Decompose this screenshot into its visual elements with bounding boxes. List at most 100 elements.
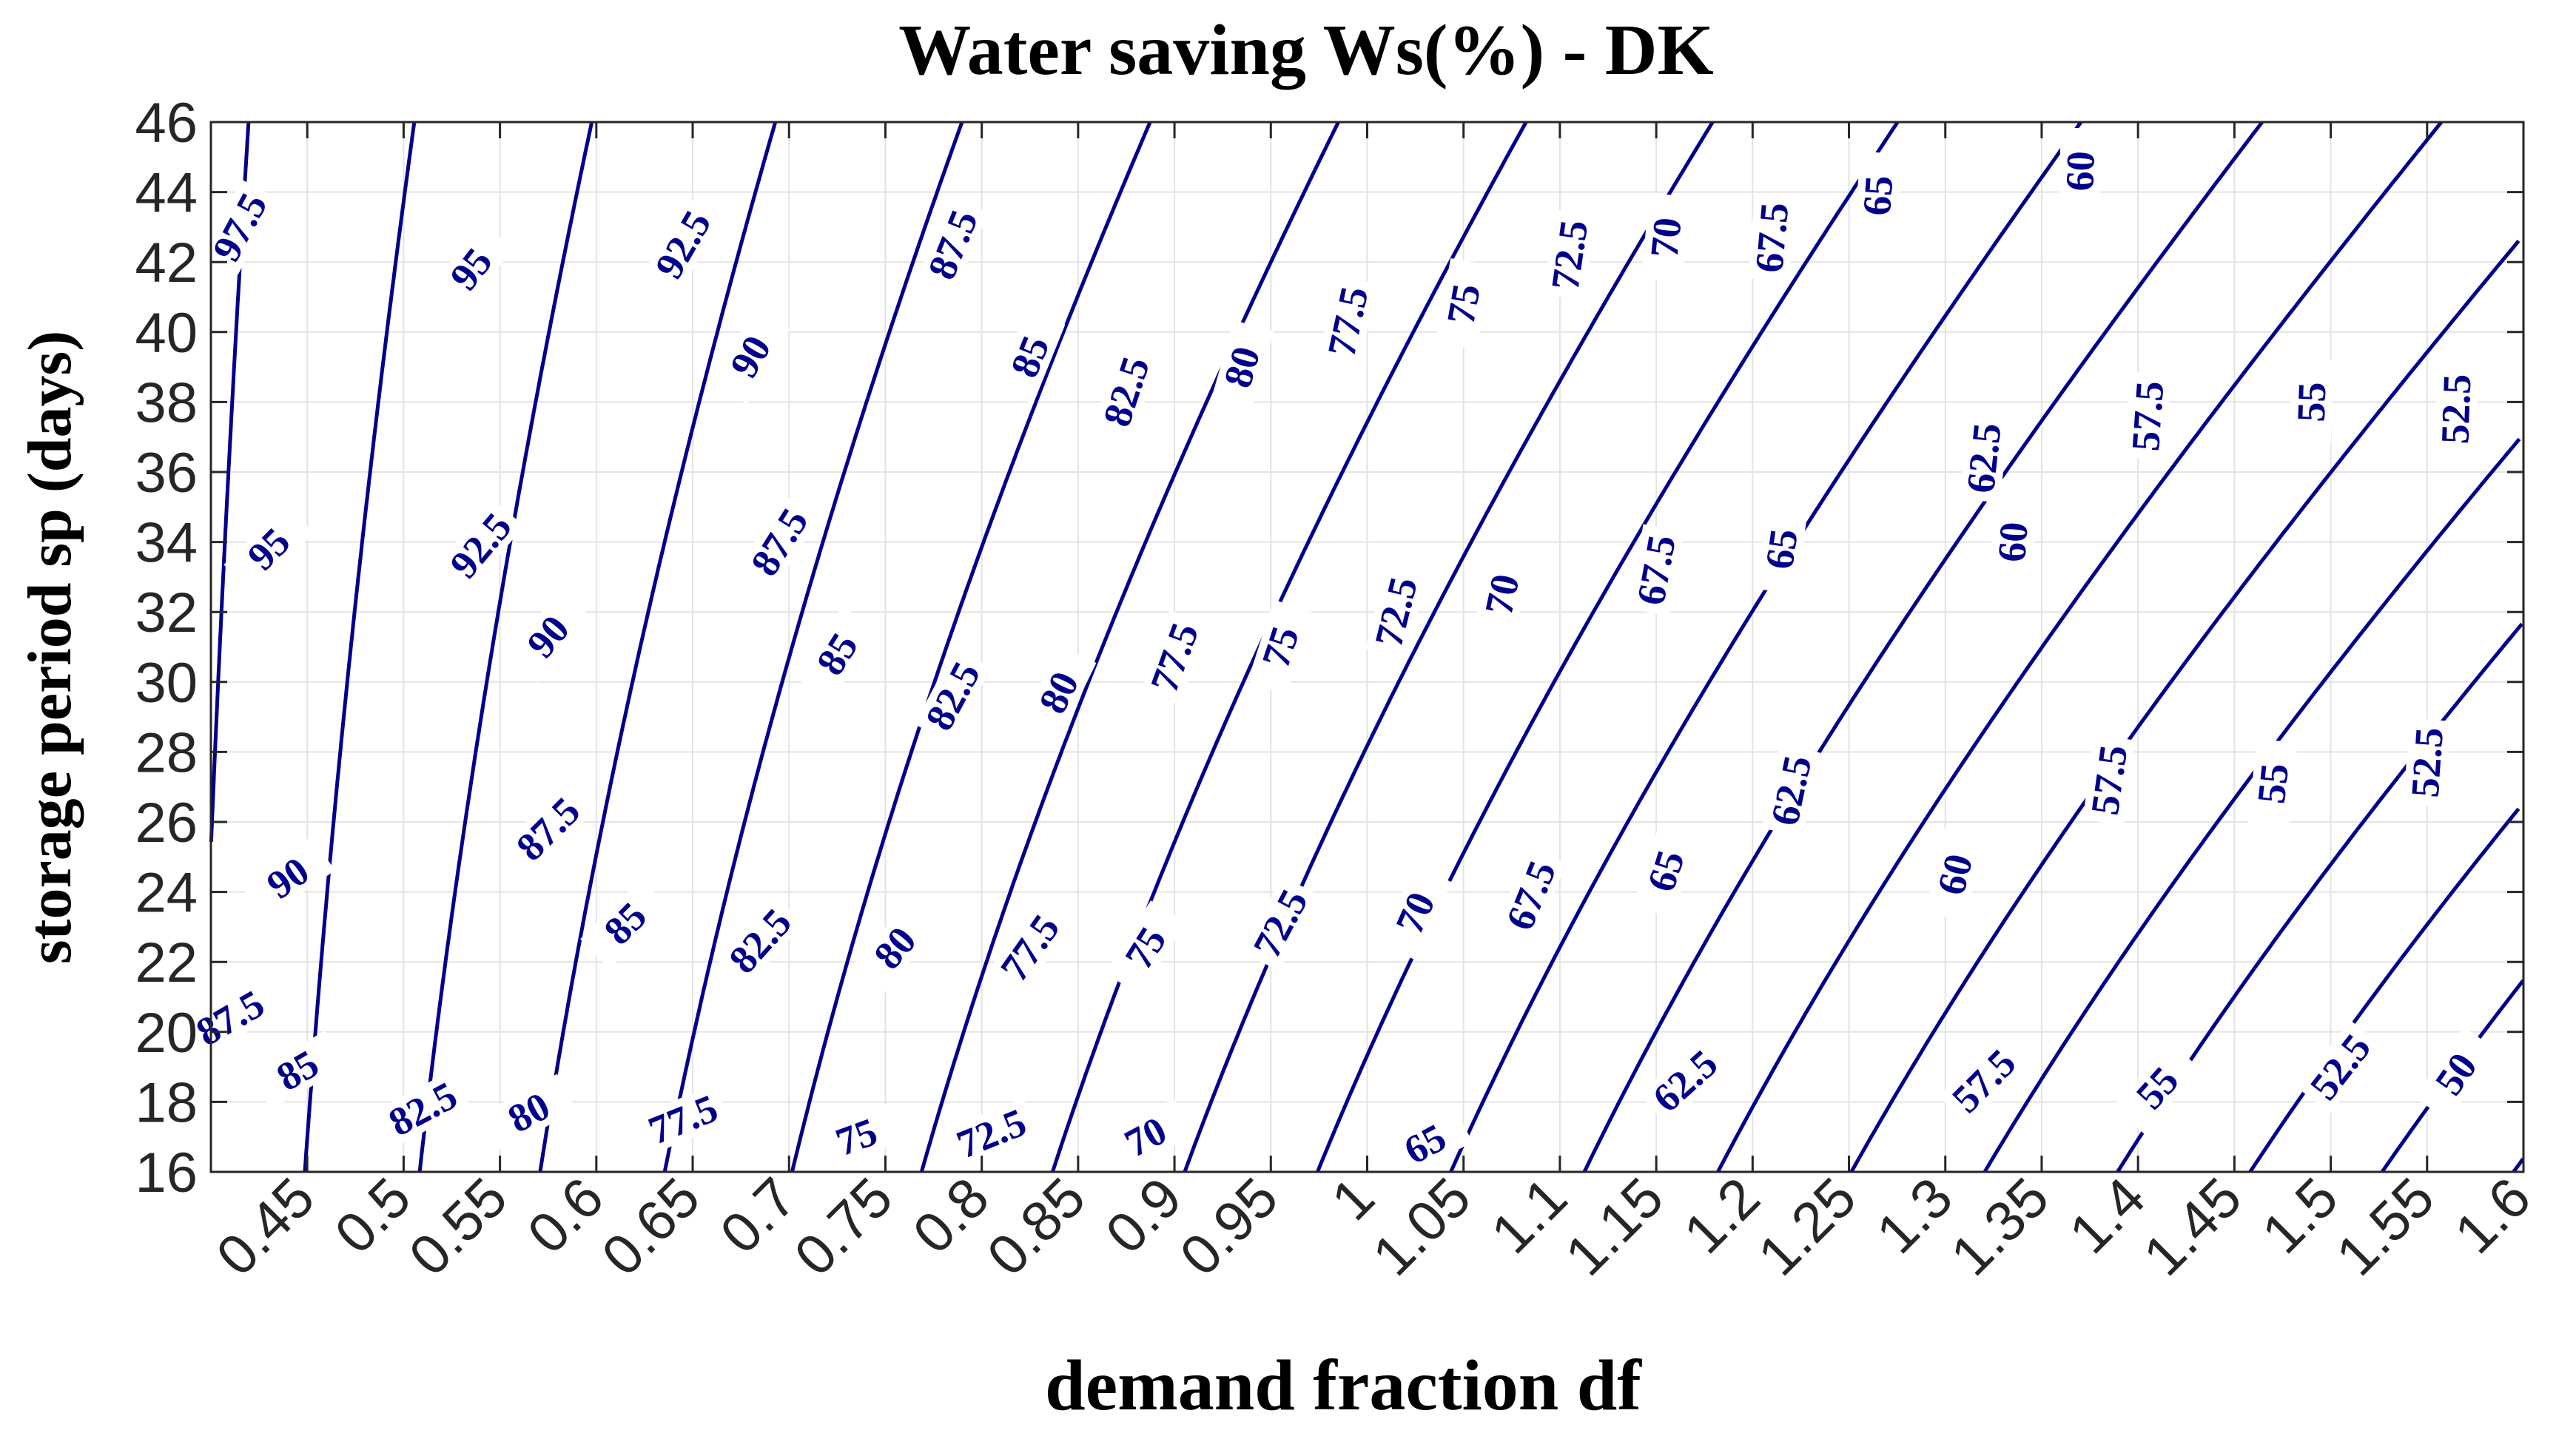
contour-label: 62.5 (1958, 421, 2010, 495)
contour-label-bg (2297, 1020, 2384, 1114)
contour-label-bg (1021, 644, 1097, 741)
contour-label-bg (1496, 848, 1567, 943)
contour-label: 67.5 (1628, 532, 1684, 608)
contour-label: 60 (1989, 521, 2037, 564)
contour-label-bg (1939, 1036, 2029, 1126)
contour-label-bg (1747, 192, 1797, 283)
contour-lines (209, 121, 2525, 1173)
contour-label-bg (1639, 1036, 1732, 1125)
contour-label-bg (2414, 1026, 2498, 1122)
contour-line-77-5 (1183, 121, 1715, 1173)
contour-label: 72.5 (1543, 218, 1597, 293)
contour-line-67-5 (1716, 121, 2444, 1173)
contour-line-95 (303, 121, 417, 1173)
contour-label-bg (428, 222, 514, 316)
contour-label-bg (1854, 151, 1902, 240)
y-tick-label: 22 (135, 931, 198, 994)
contour-label-bg (2082, 734, 2136, 826)
contour-label-bg (739, 494, 820, 590)
x-tick-label: 1.55 (2324, 1166, 2446, 1288)
contour-label-bg (2247, 738, 2298, 829)
contour-line-85 (790, 121, 1152, 1173)
contour-label-bg (944, 1098, 1039, 1169)
contour-label-bg (1924, 827, 1985, 922)
contour-label-bg (201, 179, 279, 275)
contour-label-bg (1543, 209, 1596, 301)
contour-label-bg (1093, 344, 1160, 439)
x-tick-label: 1.45 (2132, 1166, 2254, 1288)
contour-label-bg (796, 606, 878, 701)
contour-line-87-5 (662, 121, 964, 1173)
contour-label-bg (1628, 524, 1684, 616)
contour-label-bg (2058, 127, 2103, 215)
contour-label-bg (1473, 547, 1532, 641)
contour-label-bg (710, 309, 790, 405)
contour-label-bg (643, 197, 723, 292)
contour-line-92-5 (417, 121, 594, 1173)
contour-label: 60 (2057, 150, 2103, 192)
contour-label-bg (241, 836, 335, 920)
contour-label-bg (1988, 497, 2037, 587)
y-tick-label: 18 (135, 1071, 198, 1134)
y-axis-label: storage period sp (days) (16, 331, 84, 964)
x-tick-label: 0.95 (1168, 1166, 1291, 1288)
contour-label-bg (249, 1031, 346, 1110)
contour-label: 82.5 (1094, 351, 1158, 431)
contour-line-65 (1849, 240, 2520, 1173)
x-tick-label: 1.6 (2443, 1166, 2543, 1266)
contour-label-bg (1140, 610, 1209, 705)
contour-label: 70 (1476, 570, 1528, 618)
contour-label-bg (2403, 718, 2451, 807)
y-tick-label: 16 (135, 1142, 198, 1204)
y-tick-label: 26 (135, 792, 198, 854)
y-tick-label: 34 (135, 512, 198, 575)
contour-label-bg (2113, 1042, 2202, 1134)
contour-line-57-5 (2248, 807, 2520, 1173)
contour-label-bg (1761, 744, 1820, 837)
contour-label: 67.5 (1746, 200, 1797, 274)
contour-label: 70 (1641, 215, 1689, 260)
x-tick-label: 1.05 (1361, 1166, 1483, 1288)
y-tick-label: 30 (135, 652, 198, 715)
contour-line-75 (1316, 121, 1900, 1173)
y-tick-label: 36 (135, 442, 198, 505)
contour-label: 52.5 (2403, 726, 2452, 798)
contour-label-bg (375, 1070, 471, 1147)
contour-label: 62.5 (1762, 752, 1820, 829)
contour-label-bg (1319, 275, 1377, 368)
contour-label-bg (1247, 599, 1314, 695)
contour-label-bg (1097, 1098, 1194, 1176)
contour-label: 55 (2289, 381, 2335, 422)
x-tick-label: 0.45 (205, 1166, 327, 1288)
contour-label: 72.5 (1366, 573, 1426, 651)
contour-label-bg (1379, 865, 1452, 961)
contour-label-bg (1105, 900, 1186, 996)
contour-label-bg (2124, 371, 2172, 461)
contour-label-bg (988, 900, 1072, 995)
contour-label: 65 (1757, 526, 1806, 572)
contour-label-bg (914, 648, 992, 744)
contour-label-bg (580, 878, 670, 968)
chart-title: Water saving Ws(%) - DK (898, 10, 1714, 90)
contour-label-bg (809, 1102, 904, 1171)
contour-label-bg (2433, 365, 2478, 453)
contour-label-bg (1242, 875, 1319, 971)
y-tick-label: 28 (135, 721, 198, 784)
contour-label: 55 (2249, 761, 2297, 806)
y-tick-label: 24 (135, 862, 198, 925)
y-tick-label: 40 (135, 302, 198, 365)
x-axis-label: demand fraction df (1045, 1346, 1642, 1426)
contour-label-bg (917, 197, 989, 292)
x-tick-label: 1.35 (1939, 1166, 2061, 1288)
y-tick-label: 38 (135, 371, 198, 434)
contour-line-72-5 (1449, 121, 2083, 1173)
contour-label-bg (481, 1073, 577, 1151)
y-tick-label: 44 (135, 162, 198, 225)
contour-label-bg (1958, 413, 2009, 503)
contour-label-bg (635, 1084, 731, 1155)
contour-label: 65 (1854, 174, 1902, 217)
contour-label-bg (1365, 565, 1427, 659)
x-tick-label: 0.85 (975, 1166, 1097, 1288)
